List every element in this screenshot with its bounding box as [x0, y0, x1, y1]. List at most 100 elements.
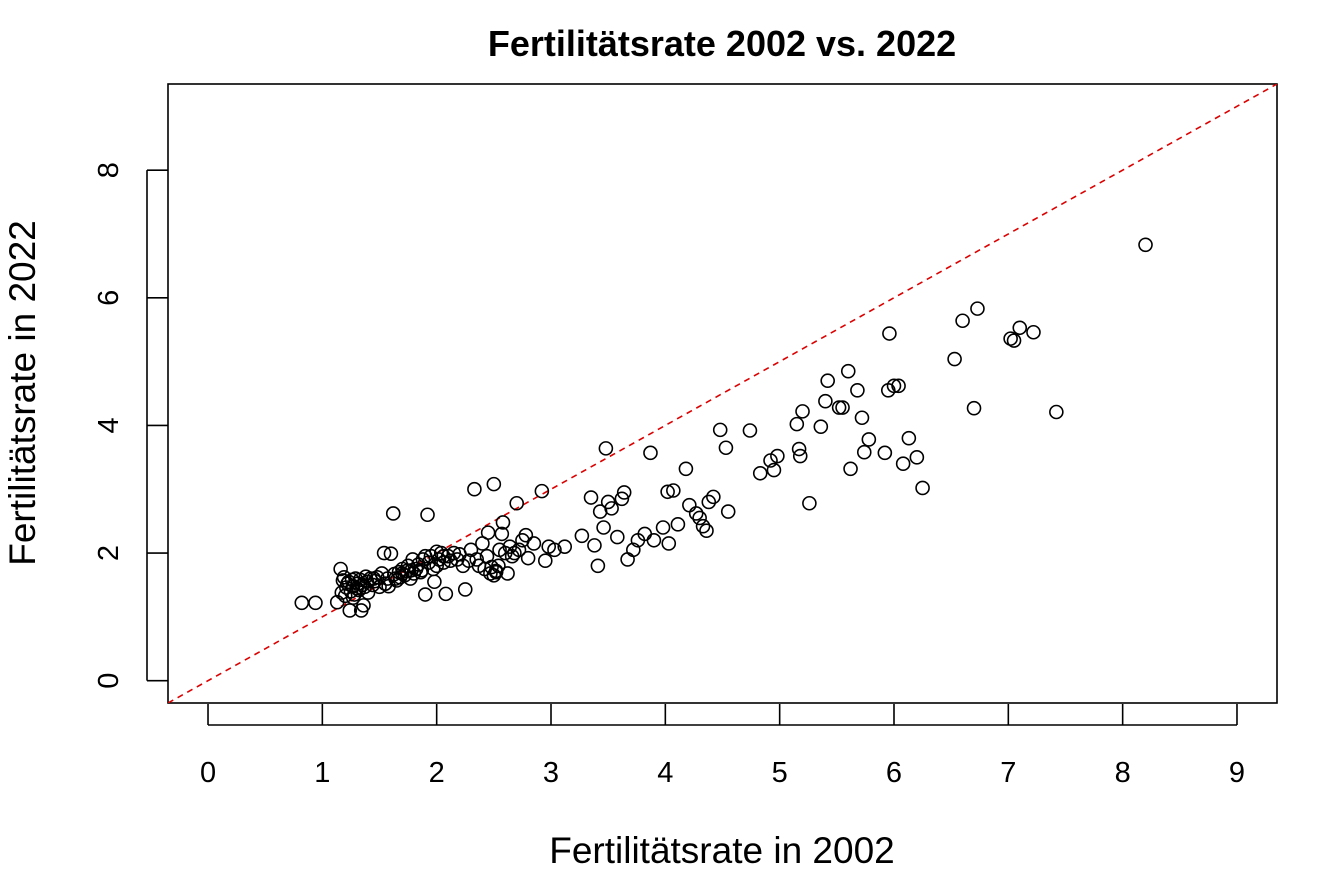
data-point	[682, 497, 697, 513]
data-point	[626, 542, 641, 558]
data-point	[802, 495, 817, 511]
data-point	[840, 363, 856, 379]
data-point	[854, 410, 870, 426]
data-point	[666, 483, 681, 498]
data-point	[791, 441, 807, 457]
x-tick-label: 1	[314, 757, 330, 789]
data-point	[818, 393, 833, 409]
data-point	[486, 476, 502, 492]
chart-title: Fertilitätsrate 2002 vs. 2022	[488, 23, 956, 64]
y-tick-label: 8	[93, 162, 125, 178]
data-point	[688, 506, 704, 521]
data-point	[294, 595, 310, 611]
data-point	[1012, 320, 1028, 336]
data-point	[720, 504, 736, 519]
data-point	[947, 351, 962, 367]
data-point	[388, 571, 403, 586]
data-point	[500, 566, 515, 581]
data-point	[494, 526, 510, 542]
data-point	[655, 520, 671, 535]
data-point	[915, 480, 930, 496]
data-point	[360, 585, 376, 600]
data-point	[792, 448, 808, 464]
data-point	[831, 400, 847, 415]
data-point	[507, 545, 522, 561]
plot-layer: 0 1 2 3 4 5 6 7 8 9 0 2 4 6 8	[93, 83, 1278, 789]
data-point	[537, 553, 553, 568]
data-point	[520, 550, 536, 566]
data-point	[509, 495, 525, 511]
data-point	[518, 527, 534, 543]
data-point	[718, 440, 734, 456]
data-point	[366, 571, 382, 586]
data-point	[843, 461, 858, 477]
data-point	[660, 484, 675, 500]
x-tick-label: 7	[1000, 757, 1016, 789]
data-point	[699, 523, 714, 539]
data-point	[835, 400, 850, 415]
data-point	[604, 501, 619, 516]
data-point	[882, 326, 897, 341]
plot-frame	[167, 83, 1278, 704]
data-point	[534, 483, 550, 499]
x-tick-label: 9	[1229, 757, 1245, 789]
data-point	[429, 558, 444, 574]
data-point	[850, 383, 865, 398]
data-point	[970, 301, 985, 316]
y-tick-label: 6	[93, 290, 125, 306]
data-point	[345, 590, 361, 606]
data-point	[526, 536, 542, 551]
data-point	[404, 562, 419, 578]
x-tick-label: 2	[429, 757, 445, 789]
data-point	[414, 562, 430, 578]
data-point	[712, 422, 728, 438]
y-axis-label: Fertilitätsrate in 2022	[2, 220, 43, 566]
data-point	[955, 313, 970, 329]
data-point	[438, 586, 454, 602]
x-tick-label: 6	[886, 757, 902, 789]
data-point	[469, 552, 484, 567]
data-point	[385, 506, 401, 521]
data-point	[1026, 324, 1041, 340]
data-point	[484, 559, 499, 575]
x-tick-label: 8	[1115, 757, 1131, 789]
reference-line	[168, 84, 1277, 703]
y-tick-label: 2	[93, 545, 125, 561]
data-point	[742, 423, 758, 438]
data-point	[901, 430, 917, 446]
data-point	[891, 378, 906, 394]
data-point	[495, 515, 511, 530]
data-point	[661, 536, 677, 551]
data-point	[557, 539, 573, 554]
data-point	[616, 485, 632, 500]
data-point	[752, 465, 768, 481]
data-point	[886, 378, 902, 394]
data-point	[820, 373, 835, 389]
data-point	[620, 552, 635, 567]
data-point	[308, 595, 323, 611]
data-point	[1049, 404, 1064, 420]
data-point	[427, 574, 442, 590]
data-point	[383, 546, 399, 561]
data-point	[610, 529, 625, 545]
data-point	[877, 445, 893, 461]
data-point	[436, 548, 451, 564]
data-point	[678, 461, 694, 477]
data-point	[789, 416, 805, 432]
data-point	[590, 558, 606, 574]
data-point	[596, 520, 611, 535]
data-point	[574, 528, 590, 544]
data-point	[706, 489, 721, 505]
data-point	[583, 490, 599, 505]
x-tick-label: 4	[657, 757, 673, 789]
data-point	[420, 507, 435, 523]
data-point	[417, 587, 433, 602]
data-point	[376, 545, 392, 561]
data-point	[692, 510, 707, 526]
data-point	[356, 598, 371, 613]
data-point	[795, 404, 810, 419]
y-tick-label: 0	[93, 673, 125, 689]
data-point	[695, 518, 711, 534]
